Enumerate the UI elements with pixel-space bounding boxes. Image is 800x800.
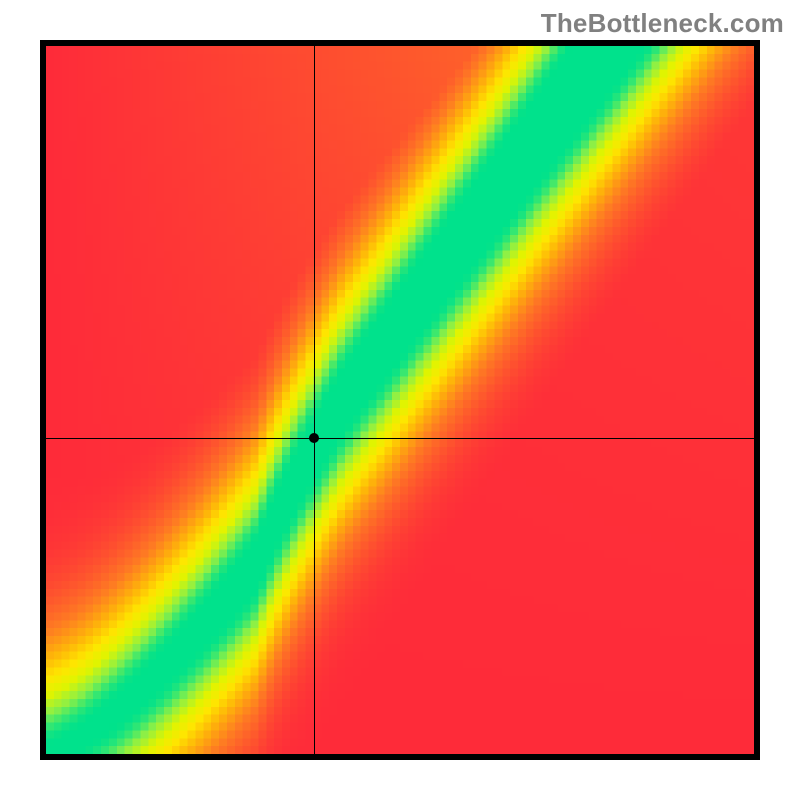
crosshair-vertical <box>314 46 315 754</box>
crosshair-horizontal <box>46 438 754 439</box>
heatmap-plot <box>40 40 760 760</box>
marker-point <box>309 433 319 443</box>
heatmap-canvas <box>46 46 754 754</box>
watermark-text: TheBottleneck.com <box>541 8 784 39</box>
figure-container: TheBottleneck.com <box>0 0 800 800</box>
